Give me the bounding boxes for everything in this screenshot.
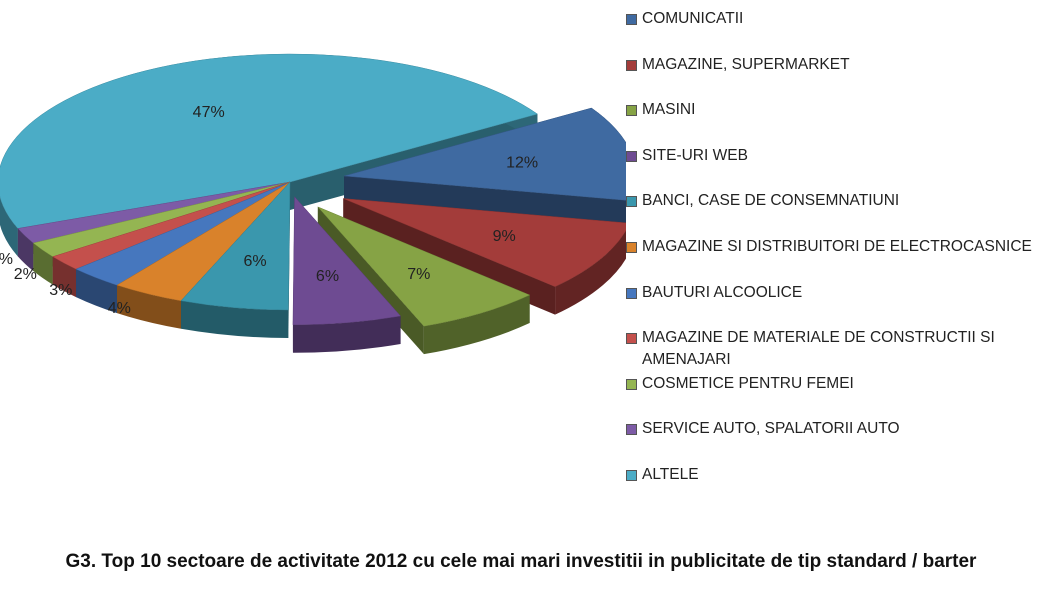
pie-slice-top bbox=[344, 107, 626, 201]
legend-label: ALTELE bbox=[642, 465, 699, 483]
chart-legend: COMUNICATII MAGAZINE, SUPERMARKET MASINI SI… bbox=[626, 8, 1042, 510]
legend-swatch bbox=[626, 150, 637, 162]
legend-item: MASINI bbox=[626, 99, 1042, 145]
legend-item: SERVICE AUTO, SPALATORII AUTO bbox=[626, 418, 1042, 464]
legend-item: COMUNICATII bbox=[626, 8, 1042, 54]
pie-slice-rim bbox=[17, 228, 34, 272]
pie-chart: 12%9%7%6%6%4%3%2%2%2%47% bbox=[0, 53, 626, 355]
legend-label: SERVICE AUTO, SPALATORII AUTO bbox=[642, 420, 900, 438]
pie-slice-rim bbox=[423, 295, 530, 355]
legend-swatch bbox=[626, 14, 637, 25]
pie-slice-top bbox=[292, 196, 402, 325]
pie-slice-label: 12% bbox=[506, 155, 538, 172]
legend-item: COSMETICE PENTRU FEMEI bbox=[626, 373, 1042, 419]
legend-item: SITE-URI WEB bbox=[626, 145, 1042, 191]
pie-slice-rim bbox=[33, 243, 53, 285]
legend-label: COSMETICE PENTRU FEMEI bbox=[642, 374, 854, 392]
legend-swatch bbox=[626, 196, 637, 208]
pie-slice bbox=[344, 107, 626, 229]
pie-slice-label: 9% bbox=[493, 228, 516, 245]
pie-slice-label: 6% bbox=[316, 268, 339, 285]
legend-label: COMUNICATII bbox=[642, 10, 744, 27]
pie-slice-label: 6% bbox=[244, 253, 267, 270]
legend-item: BAUTURI ALCOOLICE bbox=[626, 282, 1042, 328]
pie-slice-top bbox=[317, 206, 531, 327]
pie-slice-rim bbox=[555, 230, 626, 315]
pie-slices bbox=[0, 53, 626, 355]
chart-caption: G3. Top 10 sectoare de activitate 2012 c… bbox=[65, 551, 977, 572]
legend-swatch bbox=[626, 287, 637, 299]
pie-slice-top bbox=[343, 198, 626, 287]
pie-labels: 12%9%7%6%6%4%3%2%2%2%47% bbox=[0, 104, 538, 317]
pie-slice-label: 47% bbox=[193, 104, 225, 121]
legend-swatch bbox=[626, 424, 637, 436]
legend-label: SITE-URI WEB bbox=[642, 146, 748, 164]
legend-label: MAGAZINE, SUPERMARKET bbox=[642, 55, 850, 73]
pie-slice-label: 3% bbox=[49, 282, 72, 299]
legend-item: ALTELE bbox=[626, 464, 1042, 510]
legend-swatch bbox=[626, 333, 637, 345]
pie-slice-label: 2% bbox=[14, 266, 37, 283]
pie-slice bbox=[292, 196, 402, 353]
pie-slice-rim bbox=[52, 256, 77, 298]
legend-item: BANCI, CASE DE CONSEMNATIUNI bbox=[626, 190, 1042, 236]
legend-item: MAGAZINE, SUPERMARKET bbox=[626, 54, 1042, 100]
pie-slice-top bbox=[0, 53, 538, 229]
legend-swatch bbox=[626, 378, 637, 390]
legend-swatch bbox=[626, 469, 637, 481]
legend-label: MAGAZINE SI DISTRIBUITORI DE ELECTROCASN… bbox=[642, 237, 1032, 255]
legend-label: BANCI, CASE DE CONSEMNATIUNI bbox=[642, 192, 900, 210]
pie-slice-wall bbox=[344, 175, 626, 229]
pie-slice-rim bbox=[181, 300, 289, 338]
pie-slice bbox=[180, 181, 291, 338]
legend-label: MASINI bbox=[642, 101, 696, 119]
pie-slice-rim bbox=[76, 269, 118, 314]
pie-slice-rim bbox=[117, 285, 182, 329]
pie-slice-label: 2% bbox=[0, 251, 13, 268]
legend-swatch bbox=[626, 59, 637, 71]
legend-label: BAUTURI ALCOOLICE bbox=[642, 283, 803, 301]
legend-label: MAGAZINE DE MATERIALE DE CONSTRUCTII SI … bbox=[642, 329, 995, 369]
legend-swatch bbox=[626, 241, 637, 253]
legend-item: MAGAZINE DE MATERIALE DE CONSTRUCTII SI … bbox=[626, 327, 1042, 373]
pie-slice-rim bbox=[292, 316, 401, 353]
pie-slice-label: 4% bbox=[108, 300, 131, 317]
pie-slice-top bbox=[180, 181, 291, 311]
legend-swatch bbox=[626, 105, 637, 117]
pie-slice-label: 7% bbox=[407, 266, 430, 283]
legend-item: MAGAZINE SI DISTRIBUITORI DE ELECTROCASN… bbox=[626, 236, 1042, 282]
